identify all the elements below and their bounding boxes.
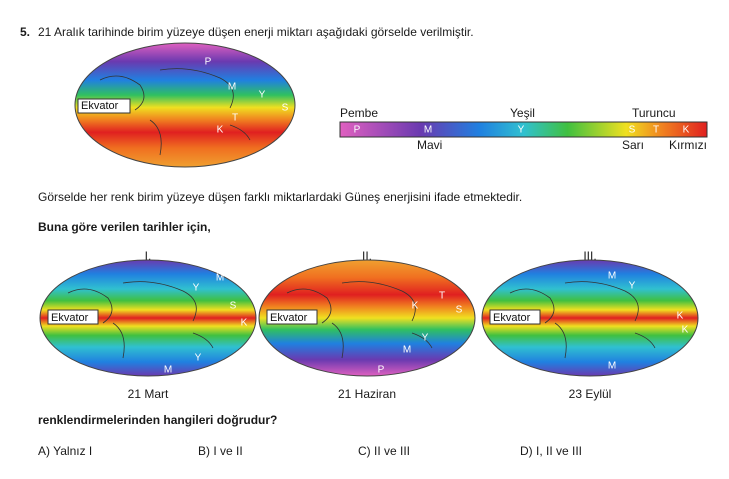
map-letter: Y bbox=[193, 283, 200, 294]
ending: renklendirmelerinden hangileri doğrudur? bbox=[38, 413, 277, 427]
map-letter: T bbox=[232, 113, 238, 124]
color-bar bbox=[339, 121, 708, 138]
map-letter: S bbox=[282, 103, 289, 114]
map-letter: M bbox=[164, 365, 172, 376]
map-letter: K bbox=[677, 311, 684, 322]
continent-outline bbox=[509, 281, 656, 359]
map-letter: K bbox=[217, 125, 224, 136]
map-letter: P bbox=[378, 365, 385, 376]
map-letter: Y bbox=[259, 90, 266, 101]
equator-box bbox=[489, 309, 541, 325]
statement: Görselde her renk birim yüzeye düşen far… bbox=[38, 190, 522, 204]
bar-letter: P bbox=[354, 125, 361, 136]
question-number: 5. bbox=[20, 25, 30, 39]
equator-label: Ekvator bbox=[51, 312, 89, 324]
map-letter: S bbox=[230, 301, 237, 312]
map-letter: P bbox=[205, 57, 212, 68]
option[interactable]: A) Yalnız I bbox=[38, 444, 92, 458]
map-letter: T bbox=[439, 291, 445, 302]
continent-outline bbox=[67, 281, 214, 359]
map-letter: K bbox=[412, 301, 419, 312]
equator-label: Ekvator bbox=[81, 100, 119, 112]
continent-outline bbox=[286, 281, 433, 359]
scale-label: Kırmızı bbox=[669, 138, 707, 152]
world-map bbox=[258, 259, 476, 377]
map-numeral: I. bbox=[145, 249, 152, 263]
scale-label: Pembe bbox=[340, 106, 378, 120]
option[interactable]: D) I, II ve III bbox=[520, 444, 582, 458]
scale-label: Yeşil bbox=[510, 106, 535, 120]
bar-letter: T bbox=[653, 125, 659, 136]
continent-outline bbox=[99, 68, 251, 156]
question-text: 21 Aralık tarihinde birim yüzeye düşen e… bbox=[38, 25, 474, 39]
scale-label: Mavi bbox=[417, 138, 442, 152]
world-map bbox=[39, 259, 257, 377]
bar-letter: K bbox=[683, 125, 690, 136]
map-numeral: II. bbox=[362, 249, 372, 263]
equator-label: Ekvator bbox=[270, 312, 308, 324]
option[interactable]: C) II ve III bbox=[358, 444, 410, 458]
map-letter: K bbox=[682, 325, 689, 336]
map-letter: M bbox=[608, 271, 616, 282]
bar-letter: Y bbox=[518, 125, 525, 136]
map-date: 23 Eylül bbox=[569, 387, 612, 401]
map-letter: S bbox=[456, 305, 463, 316]
map-letter: Y bbox=[629, 281, 636, 292]
map-letter: K bbox=[241, 318, 248, 329]
map-date: 21 Haziran bbox=[338, 387, 396, 401]
equator-box bbox=[47, 309, 99, 325]
map-letter: Y bbox=[195, 353, 202, 364]
scale-label: Turuncu bbox=[632, 106, 676, 120]
scale-label: Sarı bbox=[622, 138, 644, 152]
equator-label: Ekvator bbox=[493, 312, 531, 324]
map-date: 21 Mart bbox=[128, 387, 169, 401]
bar-letter: S bbox=[629, 125, 636, 136]
bar-letter: M bbox=[424, 125, 432, 136]
map-letter: Y bbox=[422, 333, 429, 344]
map-letter: M bbox=[228, 82, 236, 93]
world-map bbox=[481, 259, 699, 377]
map-letter: M bbox=[403, 345, 411, 356]
equator-box bbox=[266, 309, 318, 325]
map-letter: M bbox=[608, 361, 616, 372]
option[interactable]: B) I ve II bbox=[198, 444, 243, 458]
world-map bbox=[74, 42, 296, 168]
equator-box bbox=[77, 98, 131, 114]
prompt: Buna göre verilen tarihler için, bbox=[38, 220, 211, 234]
map-letter: M bbox=[216, 273, 224, 284]
